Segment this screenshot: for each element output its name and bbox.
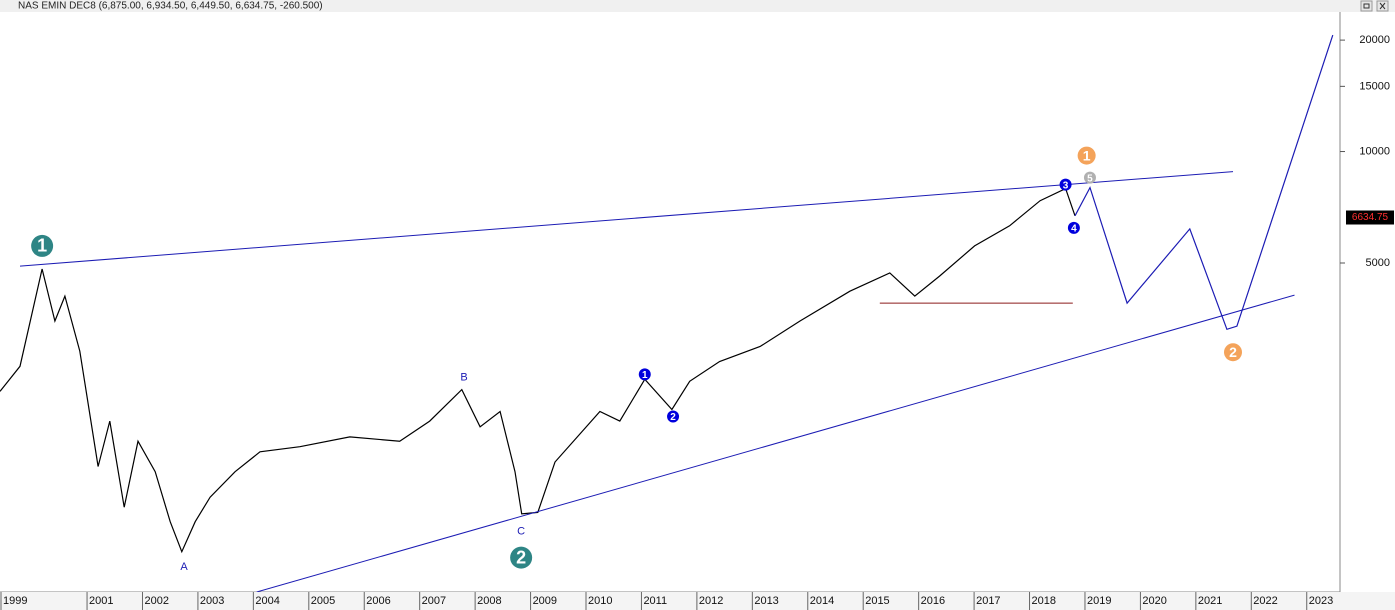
series-line bbox=[1074, 34, 1334, 331]
wave-label: 1 bbox=[1083, 147, 1091, 163]
title-bar bbox=[0, 0, 1395, 12]
chart-title: NAS EMIN DEC8 (6,875.00, 6,934.50, 6,449… bbox=[18, 1, 323, 12]
wave-marker bbox=[1223, 343, 1242, 362]
x-tick-label: 2022 bbox=[1253, 595, 1277, 607]
wave-marker bbox=[1059, 178, 1072, 191]
x-tick-label: 2020 bbox=[1142, 595, 1166, 607]
x-tick-label: 2007 bbox=[422, 595, 446, 607]
y-tick-label: 15000 bbox=[1359, 80, 1390, 92]
last-price-label: 6634.75 bbox=[1352, 212, 1389, 223]
close-icon bbox=[1379, 2, 1386, 10]
wave-marker bbox=[1077, 146, 1096, 165]
wave-label: A bbox=[180, 561, 188, 573]
wave-marker bbox=[1083, 171, 1096, 184]
x-tick-label: 2023 bbox=[1309, 595, 1333, 607]
restore-icon bbox=[1363, 3, 1370, 9]
x-tick-label: 2012 bbox=[699, 595, 723, 607]
x-tick-label: 2004 bbox=[255, 595, 279, 607]
wave-marker bbox=[510, 546, 533, 569]
restore-button[interactable] bbox=[1360, 0, 1373, 12]
x-tick-label: 2001 bbox=[89, 595, 113, 607]
x-axis-band bbox=[0, 592, 1395, 610]
x-tick-label: 2017 bbox=[976, 595, 1000, 607]
x-tick-label: 2010 bbox=[588, 595, 612, 607]
x-tick-label: 2015 bbox=[865, 595, 889, 607]
y-tick-label: 10000 bbox=[1359, 145, 1390, 157]
x-tick-label: 2011 bbox=[643, 595, 667, 607]
x-tick-label: 2019 bbox=[1087, 595, 1111, 607]
wave-label: 2 bbox=[516, 547, 526, 567]
x-tick-label: 2021 bbox=[1198, 595, 1222, 607]
x-tick-label: 2013 bbox=[754, 595, 778, 607]
wave-label: 5 bbox=[1087, 173, 1093, 184]
x-tick-label: 2006 bbox=[366, 595, 390, 607]
series-line bbox=[0, 187, 1076, 554]
x-tick-label: 2016 bbox=[921, 595, 945, 607]
x-tick-label: 2008 bbox=[477, 595, 501, 607]
x-tick-label: 2003 bbox=[200, 595, 224, 607]
x-tick-label: 1999 bbox=[3, 595, 27, 607]
y-tick-label: 20000 bbox=[1359, 34, 1390, 46]
wave-label: 4 bbox=[1071, 224, 1077, 235]
wave-label: 3 bbox=[1063, 180, 1069, 191]
last-price-box bbox=[1346, 210, 1394, 225]
x-tick-label: 2009 bbox=[533, 595, 557, 607]
wave-label: B bbox=[460, 372, 467, 384]
wave-marker bbox=[667, 410, 680, 423]
series-line bbox=[19, 171, 1234, 267]
series-line bbox=[256, 294, 1295, 592]
x-tick-label: 2002 bbox=[144, 595, 168, 607]
wave-label: 1 bbox=[642, 370, 648, 381]
wave-label: 1 bbox=[37, 236, 47, 256]
y-tick-label: 5000 bbox=[1366, 257, 1390, 269]
wave-marker bbox=[31, 234, 54, 257]
wave-label: 2 bbox=[670, 412, 676, 423]
x-tick-label: 2005 bbox=[311, 595, 335, 607]
x-tick-label: 2018 bbox=[1032, 595, 1056, 607]
plot-area bbox=[0, 12, 1340, 592]
plot-content bbox=[0, 34, 1334, 592]
wave-label: C bbox=[517, 526, 525, 538]
window-buttons[interactable] bbox=[1360, 0, 1389, 12]
x-tick-label: 2014 bbox=[810, 595, 834, 607]
wave-label: 2 bbox=[1229, 344, 1237, 360]
wave-marker bbox=[1067, 221, 1080, 234]
wave-marker bbox=[638, 368, 651, 381]
